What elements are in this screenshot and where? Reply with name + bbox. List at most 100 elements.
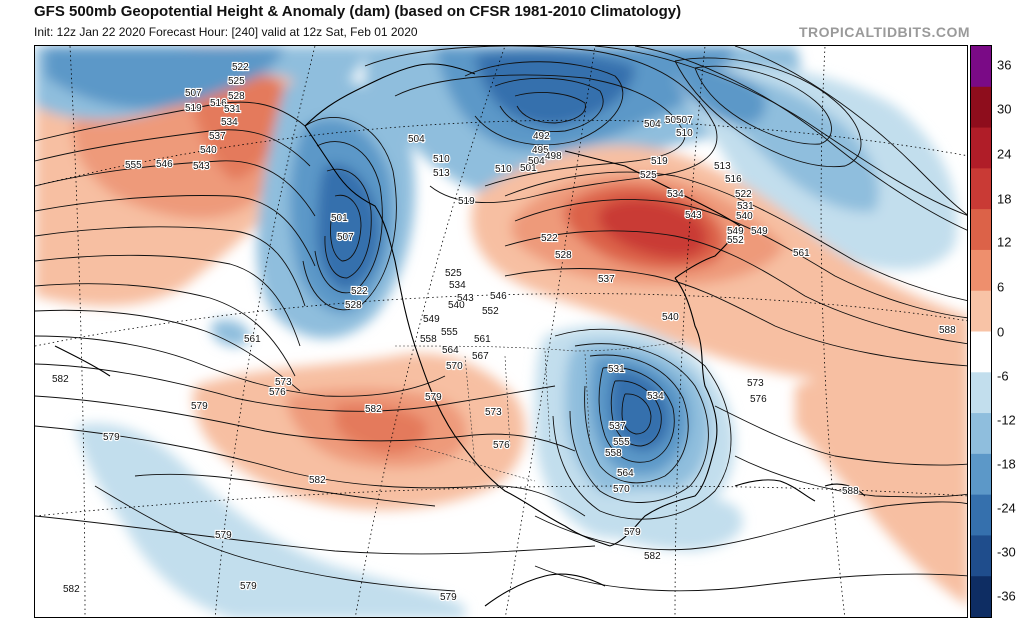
height-label: 549 <box>751 226 768 237</box>
height-label: 543 <box>193 161 210 172</box>
height-label: 528 <box>228 91 245 102</box>
map-title: GFS 500mb Geopotential Height & Anomaly … <box>34 3 682 20</box>
height-label: 501 <box>520 163 537 174</box>
height-label: 534 <box>449 280 466 291</box>
height-label: 543 <box>685 210 702 221</box>
height-label: 525 <box>445 268 462 279</box>
height-label: 579 <box>103 432 120 443</box>
height-label: 588 <box>939 325 956 336</box>
height-label: 534 <box>221 117 238 128</box>
height-label: 504 <box>528 156 545 167</box>
height-label: 513 <box>433 168 450 179</box>
height-label: 555 <box>613 437 630 448</box>
height-label: 507 <box>185 88 202 99</box>
height-label: 582 <box>309 475 326 486</box>
colorbar-labels: 36 30 24 18 12 6 0 -6 -12 -18 -24 -30 -3… <box>997 45 1024 618</box>
height-label: 519 <box>185 103 202 114</box>
height-label: 588 <box>842 486 859 497</box>
height-label: 582 <box>52 374 69 385</box>
colorbar-label: 12 <box>997 234 1012 250</box>
height-label: 531 <box>737 201 754 212</box>
height-label: 576 <box>750 394 767 405</box>
height-label: 549 <box>423 314 440 325</box>
height-label: 525 <box>228 76 245 87</box>
height-label: 492 <box>533 131 550 142</box>
height-label: 579 <box>215 530 232 541</box>
height-label: 498 <box>545 151 562 162</box>
height-label: 522 <box>232 62 249 73</box>
height-label: 549 <box>727 226 744 237</box>
height-label: 561 <box>474 334 491 345</box>
height-label: 522 <box>735 189 752 200</box>
height-label: 582 <box>365 404 382 415</box>
height-label: 507 <box>676 115 693 126</box>
colorbar-segment <box>971 535 991 577</box>
height-label: 564 <box>442 345 459 356</box>
colorbar-label: 6 <box>997 279 1005 295</box>
forecast-map-graphic: 507 519 516 522 525 528 531 534 537 540 … <box>35 46 967 617</box>
height-label: 540 <box>448 300 465 311</box>
height-label: 573 <box>275 377 292 388</box>
height-label: 552 <box>727 235 744 246</box>
height-label: 522 <box>351 286 368 297</box>
political-borders <box>394 340 686 482</box>
height-label: 573 <box>747 378 764 389</box>
lat-lon-grid <box>35 46 967 617</box>
height-label: 546 <box>490 291 507 302</box>
height-label: 564 <box>617 468 634 479</box>
height-label: 579 <box>240 581 257 592</box>
height-label: 558 <box>605 448 622 459</box>
colorbar-label: 36 <box>997 57 1012 73</box>
colorbar-label: -36 <box>997 588 1016 604</box>
height-label: 519 <box>651 156 668 167</box>
height-label: 531 <box>608 364 625 375</box>
map-subtitle: Init: 12z Jan 22 2020 Forecast Hour: [24… <box>34 25 418 39</box>
height-label: 540 <box>200 145 217 156</box>
colorbar-segment <box>971 453 991 496</box>
colorbar-segment <box>971 494 991 536</box>
colorbar-graphic <box>971 46 991 618</box>
colorbar-segment <box>971 127 991 169</box>
height-label: 501 <box>331 213 348 224</box>
colorbar-segment <box>971 249 991 292</box>
height-label: 573 <box>747 378 764 389</box>
height-label: 561 <box>793 248 810 259</box>
height-label: 510 <box>433 154 450 165</box>
height-label: 528 <box>345 300 362 311</box>
height-label: 546 <box>156 159 173 170</box>
height-label: 537 <box>209 131 226 142</box>
height-label: 537 <box>609 421 626 432</box>
height-label: 543 <box>457 293 474 304</box>
height-contours <box>35 46 967 592</box>
height-label: 522 <box>541 233 558 244</box>
height-label: 507 <box>337 232 354 243</box>
height-label: 555 <box>441 327 458 338</box>
height-label: 540 <box>736 211 753 222</box>
colorbar-segment <box>971 168 991 210</box>
height-label: 570 <box>613 484 630 495</box>
height-label: 531 <box>224 104 241 115</box>
height-label: 513 <box>714 161 731 172</box>
height-label: 582 <box>644 551 661 562</box>
colorbar-label: -18 <box>997 456 1016 472</box>
height-label: 552 <box>482 306 499 317</box>
height-label: 534 <box>647 391 664 402</box>
height-label: 573 <box>485 407 502 418</box>
height-label: 576 <box>750 394 767 405</box>
colorbar-segment <box>971 46 991 88</box>
colorbar-segment <box>971 331 991 373</box>
colorbar-label: 0 <box>997 324 1005 340</box>
height-label: 540 <box>662 312 679 323</box>
height-label: 582 <box>63 584 80 595</box>
height-label: 528 <box>555 250 572 261</box>
colorbar-label: 18 <box>997 191 1012 207</box>
colorbar-label: 24 <box>997 146 1012 162</box>
colorbar-segment <box>971 413 991 455</box>
height-label: 504 <box>644 119 661 130</box>
height-label: 525 <box>640 170 657 181</box>
colorbar-label: -24 <box>997 500 1016 516</box>
height-label: 567 <box>472 351 489 362</box>
height-labels: 507 519 516 522 525 528 531 534 537 540 … <box>51 61 957 604</box>
height-label: 510 <box>495 164 512 175</box>
colorbar-segment <box>971 290 991 332</box>
